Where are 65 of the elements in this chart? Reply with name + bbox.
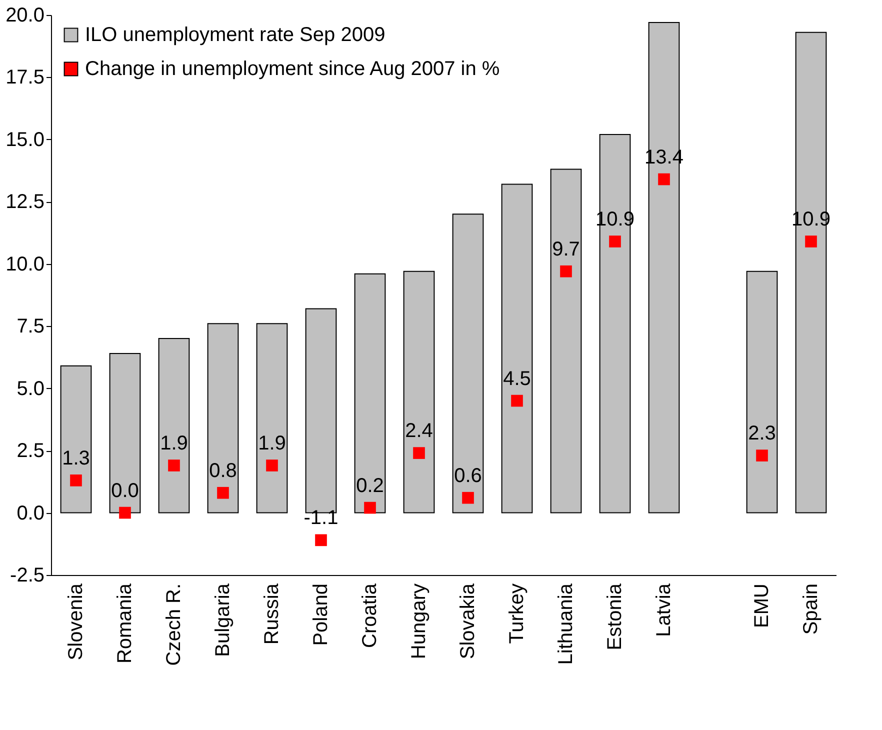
legend-label: Change in unemployment since Aug 2007 in % [85, 58, 500, 80]
y-tick-label: 7.5 [16, 316, 44, 338]
point [119, 506, 131, 519]
bar [354, 273, 386, 514]
y-tick-label: 2.5 [16, 440, 44, 462]
bar [403, 270, 435, 514]
point [217, 486, 229, 499]
x-tick-label: Romania [114, 582, 136, 664]
x-tick-label: Hungary [408, 584, 430, 660]
point [511, 394, 523, 407]
legend-label: ILO unemployment rate Sep 2009 [85, 24, 386, 46]
data-label: 2.4 [405, 420, 433, 442]
data-label: -1.1 [304, 507, 338, 530]
y-tick-label: -2.5 [10, 564, 44, 586]
x-tick-label: Czech R. [162, 584, 185, 666]
data-label: 1.3 [62, 447, 90, 470]
bar [207, 323, 239, 514]
point [266, 460, 278, 472]
data-label: 0.2 [356, 474, 384, 497]
x-tick-label: Croatia [359, 582, 381, 648]
bar [109, 352, 141, 514]
x-tick-label: Lithuania [555, 582, 578, 665]
data-label: 9.7 [552, 238, 580, 260]
x-tick-label: Bulgaria [212, 582, 234, 657]
bar [158, 338, 190, 514]
y-tick-label: 10.0 [6, 253, 44, 276]
point [756, 450, 768, 462]
x-tick-label: Slovakia [457, 582, 479, 660]
point [462, 492, 474, 504]
data-label: 1.9 [160, 432, 188, 454]
x-tick-label: EMU [751, 584, 774, 628]
y-tick-label: 12.5 [6, 191, 44, 214]
data-label: 0.0 [111, 480, 139, 502]
y-tick-label: 20.0 [6, 4, 44, 26]
point [70, 474, 82, 486]
x-tick-label: Slovenia [64, 582, 87, 660]
x-tick-label: Spain [800, 584, 822, 635]
point [609, 236, 621, 248]
point [560, 265, 572, 278]
x-tick-label: Poland [310, 584, 332, 646]
y-tick-label: 15.0 [6, 128, 44, 151]
data-label: 2.3 [748, 422, 776, 445]
data-label: 1.9 [258, 432, 286, 454]
x-tick-label: Estonia [604, 582, 626, 650]
x-tick-label: Latvia [653, 582, 676, 637]
bar [452, 214, 484, 514]
point [315, 534, 327, 546]
point [805, 236, 817, 248]
data-label: 4.5 [503, 368, 531, 390]
y-tick-label: 17.5 [6, 66, 44, 89]
point [168, 460, 180, 472]
bar [60, 365, 92, 514]
y-tick-label: 5.0 [16, 378, 44, 400]
bar [746, 270, 778, 514]
bar [501, 184, 533, 514]
data-label: 0.6 [454, 464, 482, 487]
bar [550, 168, 582, 514]
data-label: 0.8 [209, 460, 237, 482]
y-tick-label: 0.0 [16, 502, 44, 524]
point [658, 173, 670, 186]
x-tick-label: Russia [260, 582, 283, 645]
x-tick-label: Turkey [506, 584, 528, 644]
point [364, 502, 376, 514]
bar [256, 323, 288, 514]
point [413, 447, 425, 459]
